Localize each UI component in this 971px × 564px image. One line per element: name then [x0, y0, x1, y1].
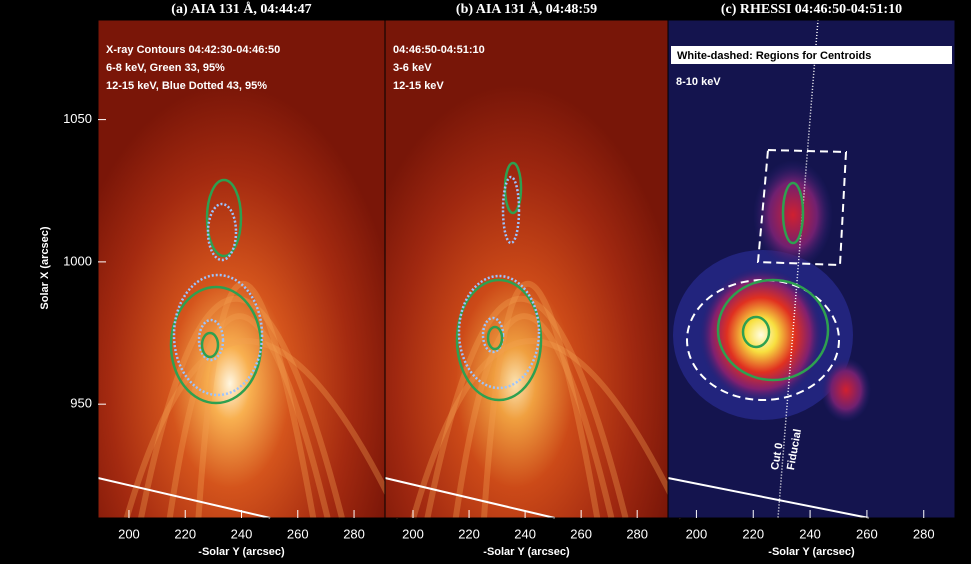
aia-image — [98, 20, 385, 518]
centroid-region — [686, 279, 840, 401]
panel-title: (c) RHESSI 04:46:50-04:51:10 — [721, 2, 902, 17]
panel-frame — [667, 19, 956, 519]
fiducial-cut — [777, 19, 819, 519]
contour-blue — [206, 202, 238, 262]
x-tick-label: 220 — [742, 526, 764, 541]
y-tick-label: 1000 — [63, 253, 92, 268]
contour-green — [741, 315, 771, 349]
panels: (a) AIA 131 Å, 04:44:47 X-ray Contours 04… — [63, 1, 956, 558]
x-tick-label: 200 — [402, 526, 424, 541]
contour-green — [486, 325, 504, 351]
annotation: 3-6 keV — [393, 62, 432, 74]
x-tick-label: 240 — [799, 526, 821, 541]
x-tick-label: 240 — [514, 526, 536, 541]
loop — [195, 280, 317, 519]
source-main — [699, 267, 823, 403]
loop — [138, 295, 345, 519]
annotation: 8-10 keV — [676, 76, 721, 88]
y-axis-label: Solar X (arcsec) — [39, 226, 51, 309]
x-axis-label: -Solar Y (arcsec) — [198, 546, 285, 558]
contour-green — [169, 285, 263, 405]
limb — [384, 477, 556, 519]
legend-box — [671, 46, 952, 64]
centroid-box — [756, 148, 848, 267]
loop — [123, 338, 403, 520]
source-upper — [753, 160, 833, 270]
x-tick-label: 260 — [287, 526, 309, 541]
panel-title: (b) AIA 131 Å, 04:48:59 — [456, 1, 597, 17]
contour-green — [205, 178, 243, 258]
source-right — [821, 358, 871, 422]
contour-blue — [172, 273, 264, 397]
annotation: X-ray Contours 04:42:30-04:46:50 — [106, 44, 280, 56]
x-tick-label: 240 — [231, 526, 253, 541]
contour-blue — [457, 274, 541, 390]
contour-green — [716, 278, 830, 382]
annotation: White-dashed: Regions for Centroids — [677, 50, 871, 62]
contour-green — [455, 278, 543, 402]
panel-title: (a) AIA 131 Å, 04:44:47 — [171, 1, 311, 17]
annotation: 12-15 keV — [393, 80, 444, 92]
x-tick-label: 280 — [626, 526, 648, 541]
x-tick-label: 260 — [856, 526, 878, 541]
contour-blue — [501, 175, 521, 245]
loop — [424, 295, 629, 519]
x-tick-label: 280 — [343, 526, 365, 541]
contour-green — [781, 181, 805, 245]
x-tick-label: 200 — [686, 526, 708, 541]
loop — [410, 338, 685, 520]
x-tick-label: 280 — [913, 526, 935, 541]
limb — [667, 477, 870, 519]
aia-image — [385, 20, 668, 518]
loop — [481, 280, 601, 519]
x-tick-label: 200 — [118, 526, 140, 541]
contour-green — [200, 331, 220, 359]
x-tick-label: 260 — [570, 526, 592, 541]
x-tick-label: 220 — [458, 526, 480, 541]
annotation: 12-15 keV, Blue Dotted 43, 95% — [106, 80, 267, 92]
x-axis-label: -Solar Y (arcsec) — [768, 546, 855, 558]
contour-blue — [197, 318, 225, 362]
annotation: Cut 0 — [769, 442, 786, 471]
x-axis-label: -Solar Y (arcsec) — [483, 546, 570, 558]
loop — [166, 313, 331, 519]
y-tick-label: 1050 — [63, 111, 92, 126]
annotation: 6-8 keV, Green 33, 95% — [106, 62, 225, 74]
x-tick-label: 220 — [174, 526, 196, 541]
y-tick-label: 950 — [70, 396, 92, 411]
annotation: 04:46:50-04:51:10 — [393, 44, 485, 56]
loop — [452, 313, 615, 519]
